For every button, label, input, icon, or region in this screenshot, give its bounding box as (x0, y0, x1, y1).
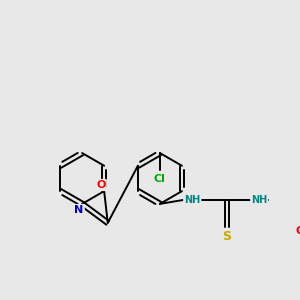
Text: Cl: Cl (154, 174, 166, 184)
Text: N: N (74, 205, 84, 215)
Text: NH: NH (184, 195, 200, 205)
Text: S: S (222, 230, 231, 243)
Text: O: O (296, 226, 300, 236)
Text: NH: NH (251, 195, 267, 205)
Text: O: O (96, 180, 106, 190)
